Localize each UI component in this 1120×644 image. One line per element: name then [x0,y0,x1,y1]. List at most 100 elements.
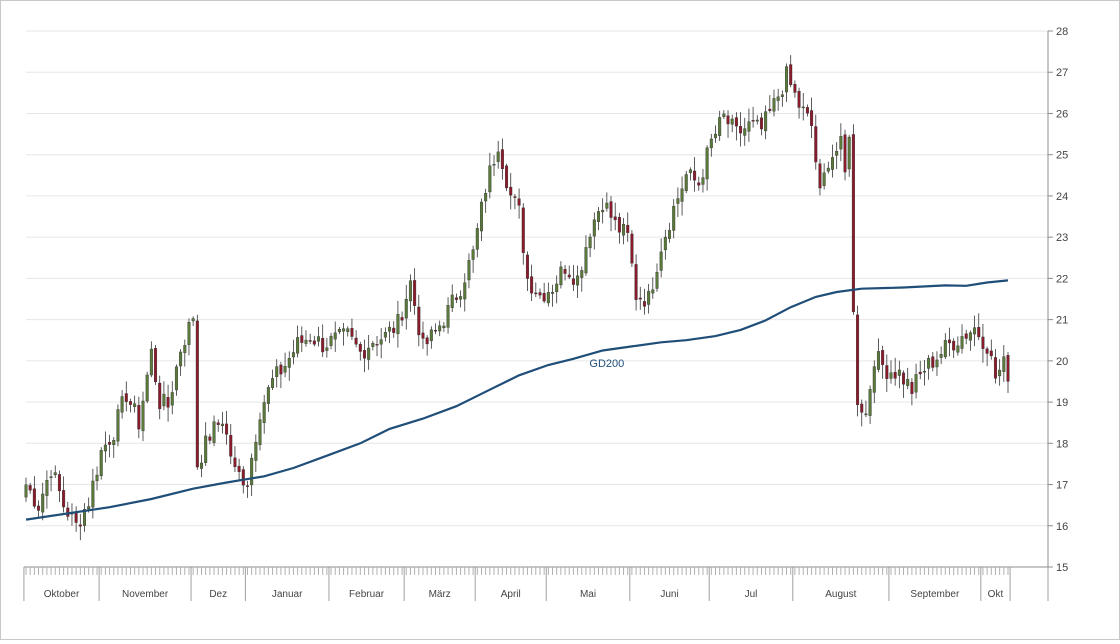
candle-body [630,233,634,264]
candle-body [471,249,475,260]
candle-body [989,350,993,357]
candle-body [563,269,567,274]
candle-body [622,223,626,236]
candle-body [346,328,350,332]
candle-body [835,151,839,156]
candle-body [755,119,759,122]
candle-body [680,188,684,202]
candle-body [876,351,880,370]
candle-body [609,201,613,218]
candle-body [32,488,36,507]
candle-body [538,292,542,296]
candle-body [108,442,112,445]
candle-body [655,271,659,289]
candle-body [225,423,229,435]
candle-body [910,382,914,394]
candle-body [973,327,977,335]
candle-body [37,505,41,511]
candle-body [149,348,153,376]
candle-body [588,236,592,249]
candle-body [918,371,922,375]
candle-body [492,164,496,166]
y-tick-label: 26 [1056,108,1068,120]
candle-body [759,117,763,130]
candle-body [551,291,555,294]
candle-body [434,329,438,332]
candle-body [275,366,279,377]
candle-body [885,365,889,379]
candle-body [642,301,646,307]
candle-body [179,351,183,367]
candle-body [505,165,509,189]
candle-body [530,276,534,294]
candle-body [939,354,943,358]
candles [24,55,1010,541]
candle-body [154,348,158,383]
month-label: Jul [745,589,758,600]
candle-body [697,182,701,186]
candle-body [95,474,99,482]
candle-body [998,369,1002,377]
candle-body [927,357,931,369]
candle-body [350,328,354,337]
candle-body [814,126,818,163]
candle-body [116,409,120,442]
candle-body [454,297,458,300]
candle-body [981,336,985,349]
candle-body [843,134,847,173]
candle-body [392,327,396,333]
candle-body [91,480,95,508]
candle-body [500,149,504,170]
candle-body [634,264,638,300]
month-label: November [122,589,169,600]
candle-body [74,511,78,523]
candle-body [584,247,588,274]
candle-body [663,236,667,251]
candle-body [400,317,404,321]
candle-body [233,457,237,468]
month-label: Okt [988,589,1004,600]
candle-body [672,206,676,231]
candle-body [517,198,521,206]
candle-body [450,294,454,308]
candle-body [676,198,680,204]
candle-body [321,337,325,353]
candle-body [546,292,550,304]
candle-body [57,474,61,492]
y-tick-label: 16 [1056,521,1068,533]
candle-body [195,320,199,468]
y-tick-label: 28 [1056,26,1068,38]
candle-body [459,296,463,300]
candle-body [893,371,897,379]
candle-body [216,422,220,425]
candle-body [442,325,446,329]
annotations: GD200 [589,358,624,370]
candle-body [847,136,851,170]
candle-body [254,441,258,461]
candle-body [931,356,935,368]
candle-body [283,366,287,373]
candle-body [41,493,45,513]
candle-body [897,369,901,376]
candle-body [521,207,525,253]
candle-body [596,211,600,222]
candle-body [304,339,308,344]
month-label: April [501,589,521,600]
candle-body [83,509,86,526]
month-label: Februar [349,589,385,600]
candle-body [337,329,341,333]
candle-body [375,344,379,346]
candle-body [559,266,563,286]
candle-body [479,201,483,232]
ma-line-group [25,279,1009,521]
month-label: Januar [272,589,303,600]
candle-body [576,275,580,286]
y-tick-label: 18 [1056,438,1068,450]
candle-body [776,96,780,101]
candle-body [49,476,53,478]
candle-body [379,339,383,345]
month-label: Juni [660,589,678,600]
y-tick-label: 15 [1056,562,1068,574]
